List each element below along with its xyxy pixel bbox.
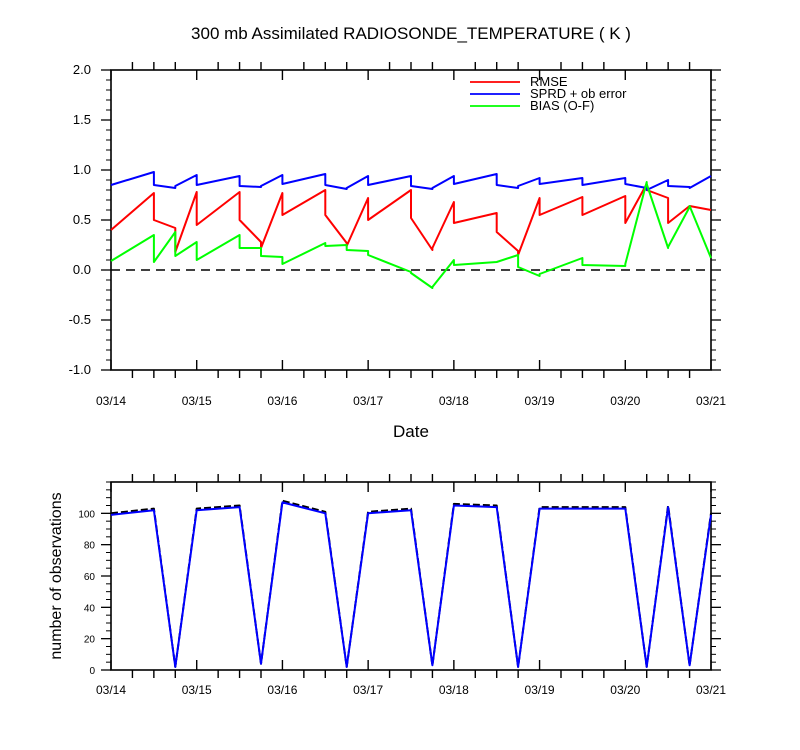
y-tick-label: 1.0 (73, 162, 91, 177)
series-line (110, 183, 712, 256)
y-tick-label: 2.0 (73, 62, 91, 77)
bottom-y-axis-label: number of observations (48, 492, 65, 659)
top-plot-frame (110, 69, 712, 371)
y-tick-label: 60 (84, 572, 96, 583)
x-tick-label: 03/15 (182, 394, 212, 408)
bottom-plot: 03/14 03/15 03/16 03/17 03/18 03/19 03/20 03/21… (78, 474, 726, 697)
x-tick-label: 03/18 (439, 683, 469, 697)
x-tick-label: 03/14 (96, 683, 126, 697)
top-plot: 03/14 03/15 03/16 03/17 03/18 03/19 03/20 03/21… (69, 62, 726, 408)
x-tick-label: 03/20 (610, 683, 640, 697)
x-tick-label: 03/17 (353, 394, 383, 408)
legend-entry: RMSE (530, 74, 568, 89)
y-tick-label: 40 (84, 603, 96, 614)
series-line (110, 499, 712, 668)
y-tick-label: 20 (84, 635, 96, 646)
x-tick-label: 03/20 (610, 394, 640, 408)
y-tick-label: 80 (84, 541, 96, 552)
legend-entry: SPRD + ob error (530, 86, 627, 101)
x-tick-label: 03/16 (267, 683, 297, 697)
x-tick-label: 03/18 (439, 394, 469, 408)
x-tick-label: 03/16 (267, 394, 297, 408)
y-tick-label: 1.5 (73, 112, 91, 127)
y-tick-label: -0.5 (69, 312, 91, 327)
x-tick-label: 03/19 (525, 683, 555, 697)
series-line (110, 181, 712, 289)
x-tick-label: 03/14 (96, 394, 126, 408)
y-tick-label: 0.0 (73, 262, 91, 277)
legend-entry: BIAS (O-F) (530, 98, 594, 113)
top-x-axis-label: Date (393, 422, 429, 441)
y-tick-label: 0.5 (73, 212, 91, 227)
chart-title: 300 mb Assimilated RADIOSONDE_TEMPERATUR… (191, 24, 631, 43)
series-line (110, 171, 712, 191)
y-tick-label: 0 (89, 666, 95, 677)
series-line (110, 501, 712, 668)
x-tick-label: 03/17 (353, 683, 383, 697)
x-tick-label: 03/21 (696, 683, 726, 697)
y-tick-label: -1.0 (69, 362, 91, 377)
x-tick-label: 03/21 (696, 394, 726, 408)
x-tick-label: 03/15 (182, 683, 212, 697)
x-tick-label: 03/19 (525, 394, 555, 408)
y-tick-label: 100 (78, 509, 95, 520)
